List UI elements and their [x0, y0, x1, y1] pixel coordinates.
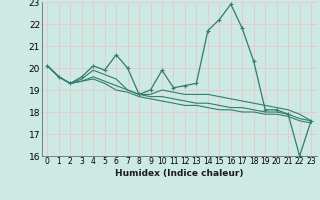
X-axis label: Humidex (Indice chaleur): Humidex (Indice chaleur): [115, 169, 244, 178]
